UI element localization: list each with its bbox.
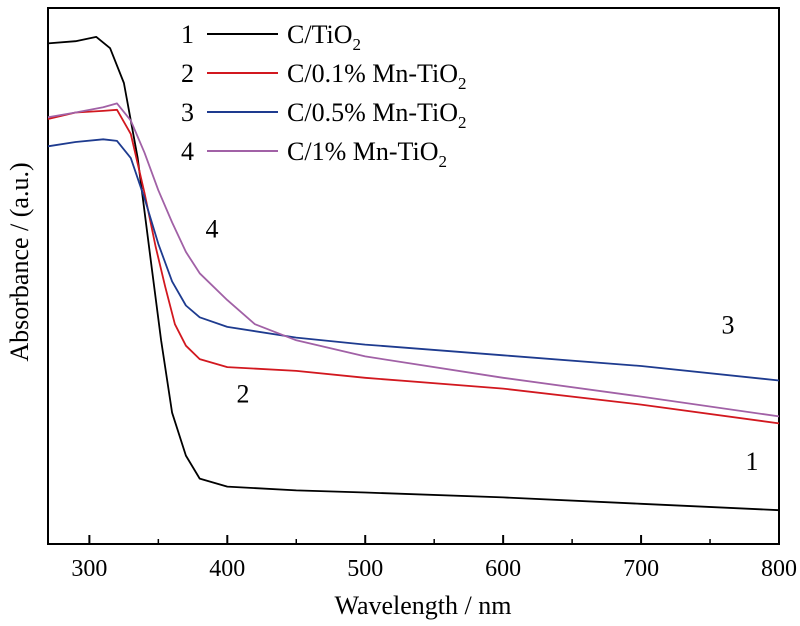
series-line-1 (47, 36, 780, 512)
legend-label: C/0.1% Mn-TiO2 (287, 59, 466, 93)
curve-label-3: 3 (722, 310, 735, 339)
legend-label-subscript: 2 (458, 74, 467, 93)
legend-label-subscript: 2 (438, 152, 447, 171)
legend-label-main: C/0.5% Mn-TiO (287, 98, 458, 127)
curve-label-1: 1 (746, 447, 759, 476)
legend-label-main: C/0.1% Mn-TiO (287, 59, 458, 88)
x-axis-ticks: 300 400 500 600 700 800 (71, 535, 797, 582)
legend-number: 4 (181, 137, 194, 166)
series-line-3 (47, 138, 780, 382)
x-tick-label: 700 (623, 556, 659, 582)
y-axis-title: Absorbance / (a.u.) (5, 162, 34, 361)
legend-label: C/1% Mn-TiO2 (287, 137, 447, 171)
series-line-2 (47, 108, 780, 425)
x-tick-label: 800 (761, 556, 797, 582)
x-axis-title: Wavelength / nm (335, 591, 512, 620)
series-lines (47, 36, 780, 512)
curve-label-4: 4 (206, 214, 219, 243)
legend-label: C/0.5% Mn-TiO2 (287, 98, 466, 132)
legend-number: 1 (181, 20, 194, 49)
legend-label-subscript: 2 (458, 113, 467, 132)
series-line-4 (47, 102, 780, 418)
x-tick-label: 600 (485, 556, 521, 582)
x-tick-label: 400 (209, 556, 245, 582)
x-tick-label: 500 (347, 556, 383, 582)
legend-label: C/TiO2 (287, 20, 361, 54)
curve-labels: 1 2 3 4 (206, 214, 759, 476)
legend-label-main: C/TiO (287, 20, 353, 49)
curve-label-2: 2 (237, 379, 250, 408)
x-tick-label: 300 (71, 556, 107, 582)
legend-label-subscript: 2 (353, 35, 362, 54)
legend-label-main: C/1% Mn-TiO (287, 137, 438, 166)
legend-number: 2 (181, 59, 194, 88)
plot-frame (47, 7, 780, 545)
legend-number: 3 (181, 98, 194, 127)
